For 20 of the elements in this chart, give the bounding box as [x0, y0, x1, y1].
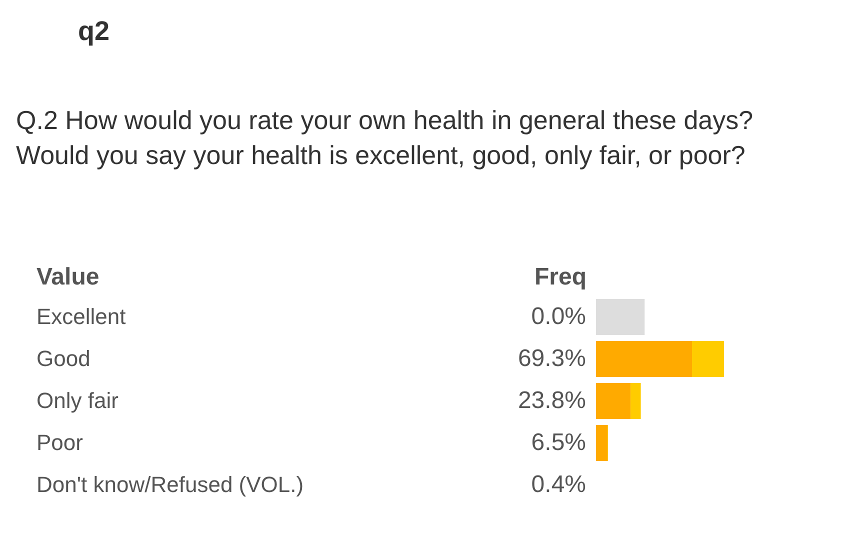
bar: [692, 340, 724, 378]
y-tick-label: Good: [36, 346, 90, 371]
bar: [596, 298, 645, 336]
text: 0.0%: [531, 303, 586, 330]
bar: [630, 382, 641, 420]
bar: [596, 340, 692, 378]
y-tick-label: Poor: [36, 430, 83, 455]
y-tick-label: Only fair: [36, 388, 118, 413]
text: q2: [78, 16, 110, 46]
x-axis-title: Freq: [534, 264, 586, 290]
text: 0.4%: [531, 471, 586, 498]
y-tick-label: Excellent: [36, 304, 126, 329]
bar: [596, 382, 631, 420]
text: 69.3%: [518, 345, 586, 372]
text: 23.8%: [518, 387, 586, 414]
bar: [596, 424, 608, 462]
text: 6.5%: [531, 429, 586, 456]
y-axis-title: Value: [36, 264, 100, 290]
y-tick-label: Don't know/Refused (VOL.): [36, 472, 304, 497]
text: Q.2 How would you rate your own health in general these days? Would you say your health is excellent, good, only fair, or poor?: [16, 105, 754, 170]
